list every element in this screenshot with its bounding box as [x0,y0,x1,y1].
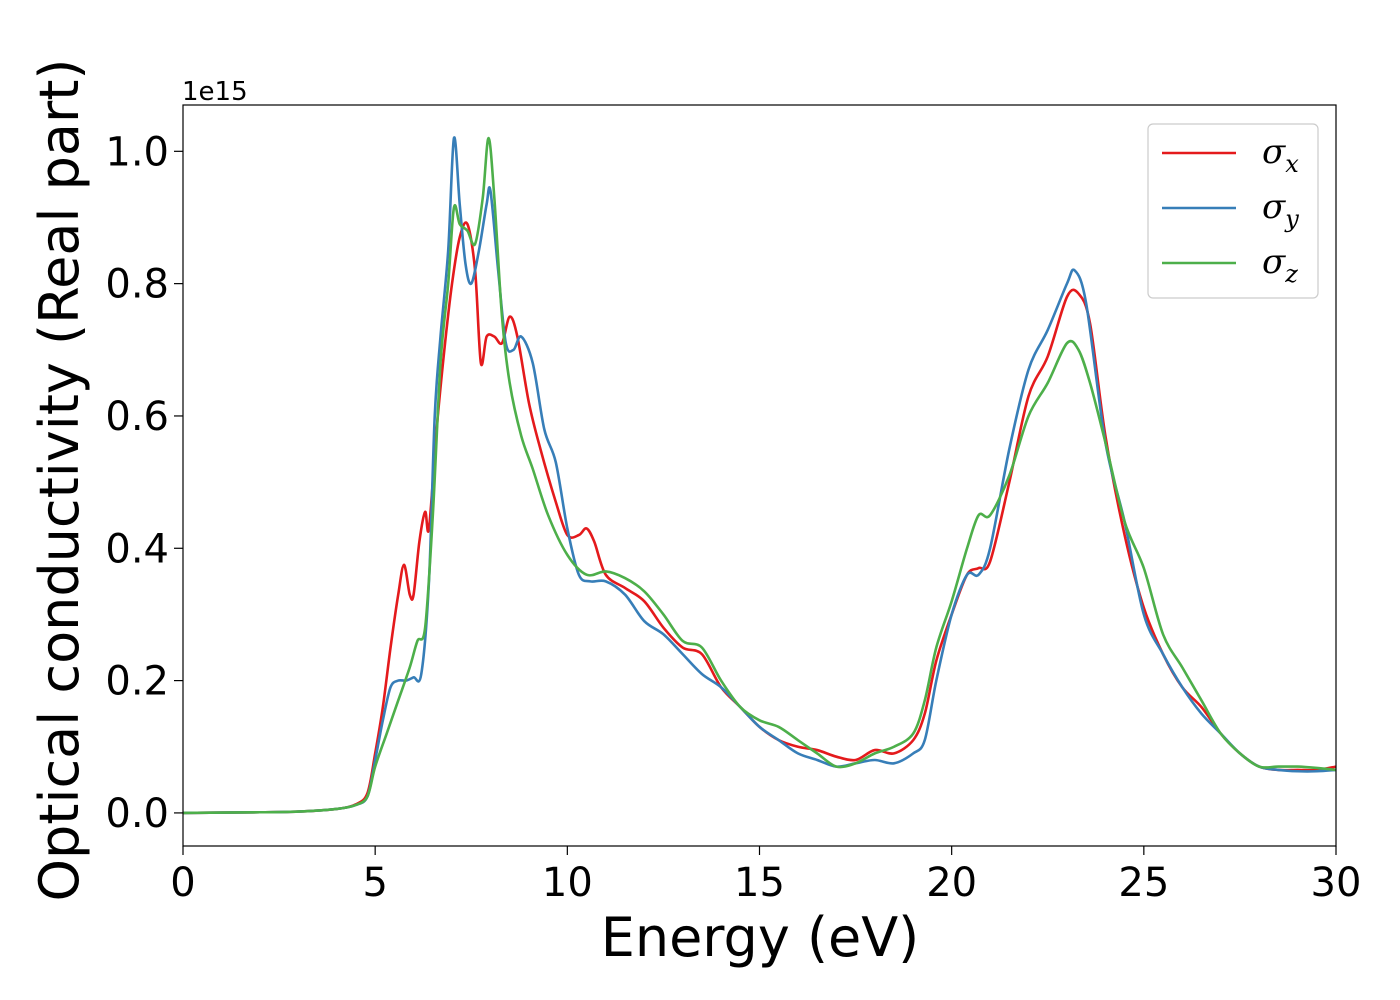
x-tick-label: 0 [170,860,195,906]
y-axis-label: Optical conductivity (Real part) [28,59,91,902]
legend-label-sigma-z: σz [1262,242,1298,288]
legend: σx σy σz [1147,123,1319,299]
y-tick-label: 0.2 [105,659,169,705]
legend-label-sigma-y: σy [1262,187,1299,233]
y-tick-label: 0.8 [105,262,169,308]
y-tick-label: 1.0 [105,129,169,175]
y-offset-label: 1e15 [182,77,248,107]
y-tick-label: 0.6 [105,394,169,440]
x-tick-label: 15 [734,860,785,906]
x-tick-label: 30 [1311,860,1362,906]
x-tick-label: 20 [926,860,977,906]
x-tick-label: 10 [542,860,593,906]
axis-ticks: 0 5 10 15 20 25 30 0.0 0.2 0.4 0.6 0.8 1.0 [105,129,1361,906]
x-tick-label: 5 [362,860,387,906]
plot-lines [182,136,1337,815]
y-tick-label: 0.0 [105,791,169,837]
series-line-sigma-x [182,221,1337,815]
x-axis-label: Energy (eV) [601,906,920,969]
y-tick-label: 0.4 [105,526,169,572]
legend-frame [1147,123,1319,299]
legend-label-sigma-x: σx [1262,132,1299,178]
x-tick-label: 25 [1118,860,1169,906]
series-line-sigma-z [182,136,1337,815]
